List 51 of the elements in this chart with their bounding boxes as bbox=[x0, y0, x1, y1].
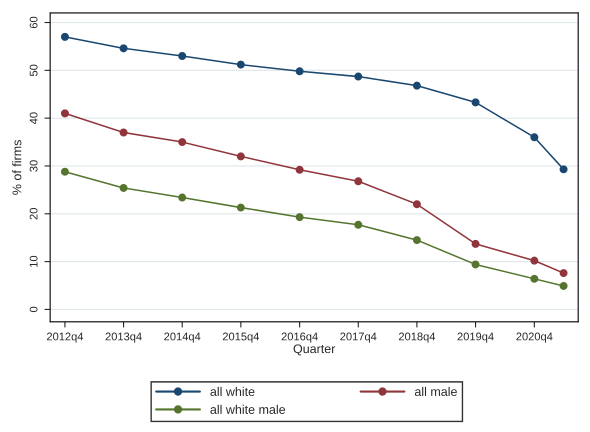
x-tick-label: 2016q4 bbox=[282, 332, 318, 343]
point bbox=[560, 269, 568, 278]
y-tick-label: 60 bbox=[30, 16, 38, 28]
point bbox=[412, 82, 421, 90]
point bbox=[296, 166, 304, 174]
point bbox=[354, 72, 362, 81]
point bbox=[120, 44, 128, 52]
point bbox=[530, 274, 538, 283]
y-tick-label: 40 bbox=[30, 112, 38, 124]
x-tick-label: 2014q4 bbox=[164, 332, 200, 343]
legend-label: all white male bbox=[210, 404, 286, 414]
point bbox=[530, 256, 538, 265]
point bbox=[178, 52, 186, 60]
x-tick-label: 2015q4 bbox=[222, 332, 260, 343]
legend-label: all male bbox=[414, 386, 457, 396]
point bbox=[236, 60, 245, 69]
point bbox=[560, 282, 568, 290]
point bbox=[60, 32, 69, 41]
point bbox=[296, 67, 304, 76]
x-tick-label: 2012q4 bbox=[46, 332, 84, 343]
point bbox=[236, 204, 245, 212]
point bbox=[354, 220, 362, 229]
y-tick-label: 0 bbox=[30, 306, 38, 312]
point bbox=[560, 165, 568, 174]
x-tick-label: 2018q4 bbox=[398, 332, 436, 343]
point bbox=[530, 133, 538, 142]
y-tick-label: 20 bbox=[30, 208, 38, 220]
y-tick-label: 50 bbox=[30, 64, 38, 76]
point bbox=[120, 128, 128, 136]
point bbox=[178, 138, 186, 146]
point bbox=[178, 194, 186, 202]
point bbox=[472, 98, 480, 106]
x-tick-label: 2020q4 bbox=[516, 332, 553, 343]
x-tick-label: 2013q4 bbox=[106, 332, 142, 343]
point bbox=[60, 168, 69, 176]
y-tick-label: 30 bbox=[30, 160, 38, 172]
point bbox=[296, 213, 304, 222]
point bbox=[60, 109, 69, 118]
point bbox=[412, 200, 421, 208]
point bbox=[354, 177, 362, 186]
legend-label: all white bbox=[210, 386, 255, 396]
y-tick-label: 10 bbox=[30, 256, 38, 267]
point bbox=[472, 240, 480, 248]
x-tick-label: 2017q4 bbox=[340, 332, 376, 343]
point bbox=[236, 152, 245, 160]
point bbox=[120, 184, 128, 192]
point bbox=[412, 236, 421, 244]
x-tick-label: 2019q4 bbox=[458, 332, 494, 343]
point bbox=[472, 260, 480, 268]
y-axis-title: % of firms bbox=[12, 140, 22, 195]
x-axis-title: Quarter bbox=[294, 344, 336, 356]
